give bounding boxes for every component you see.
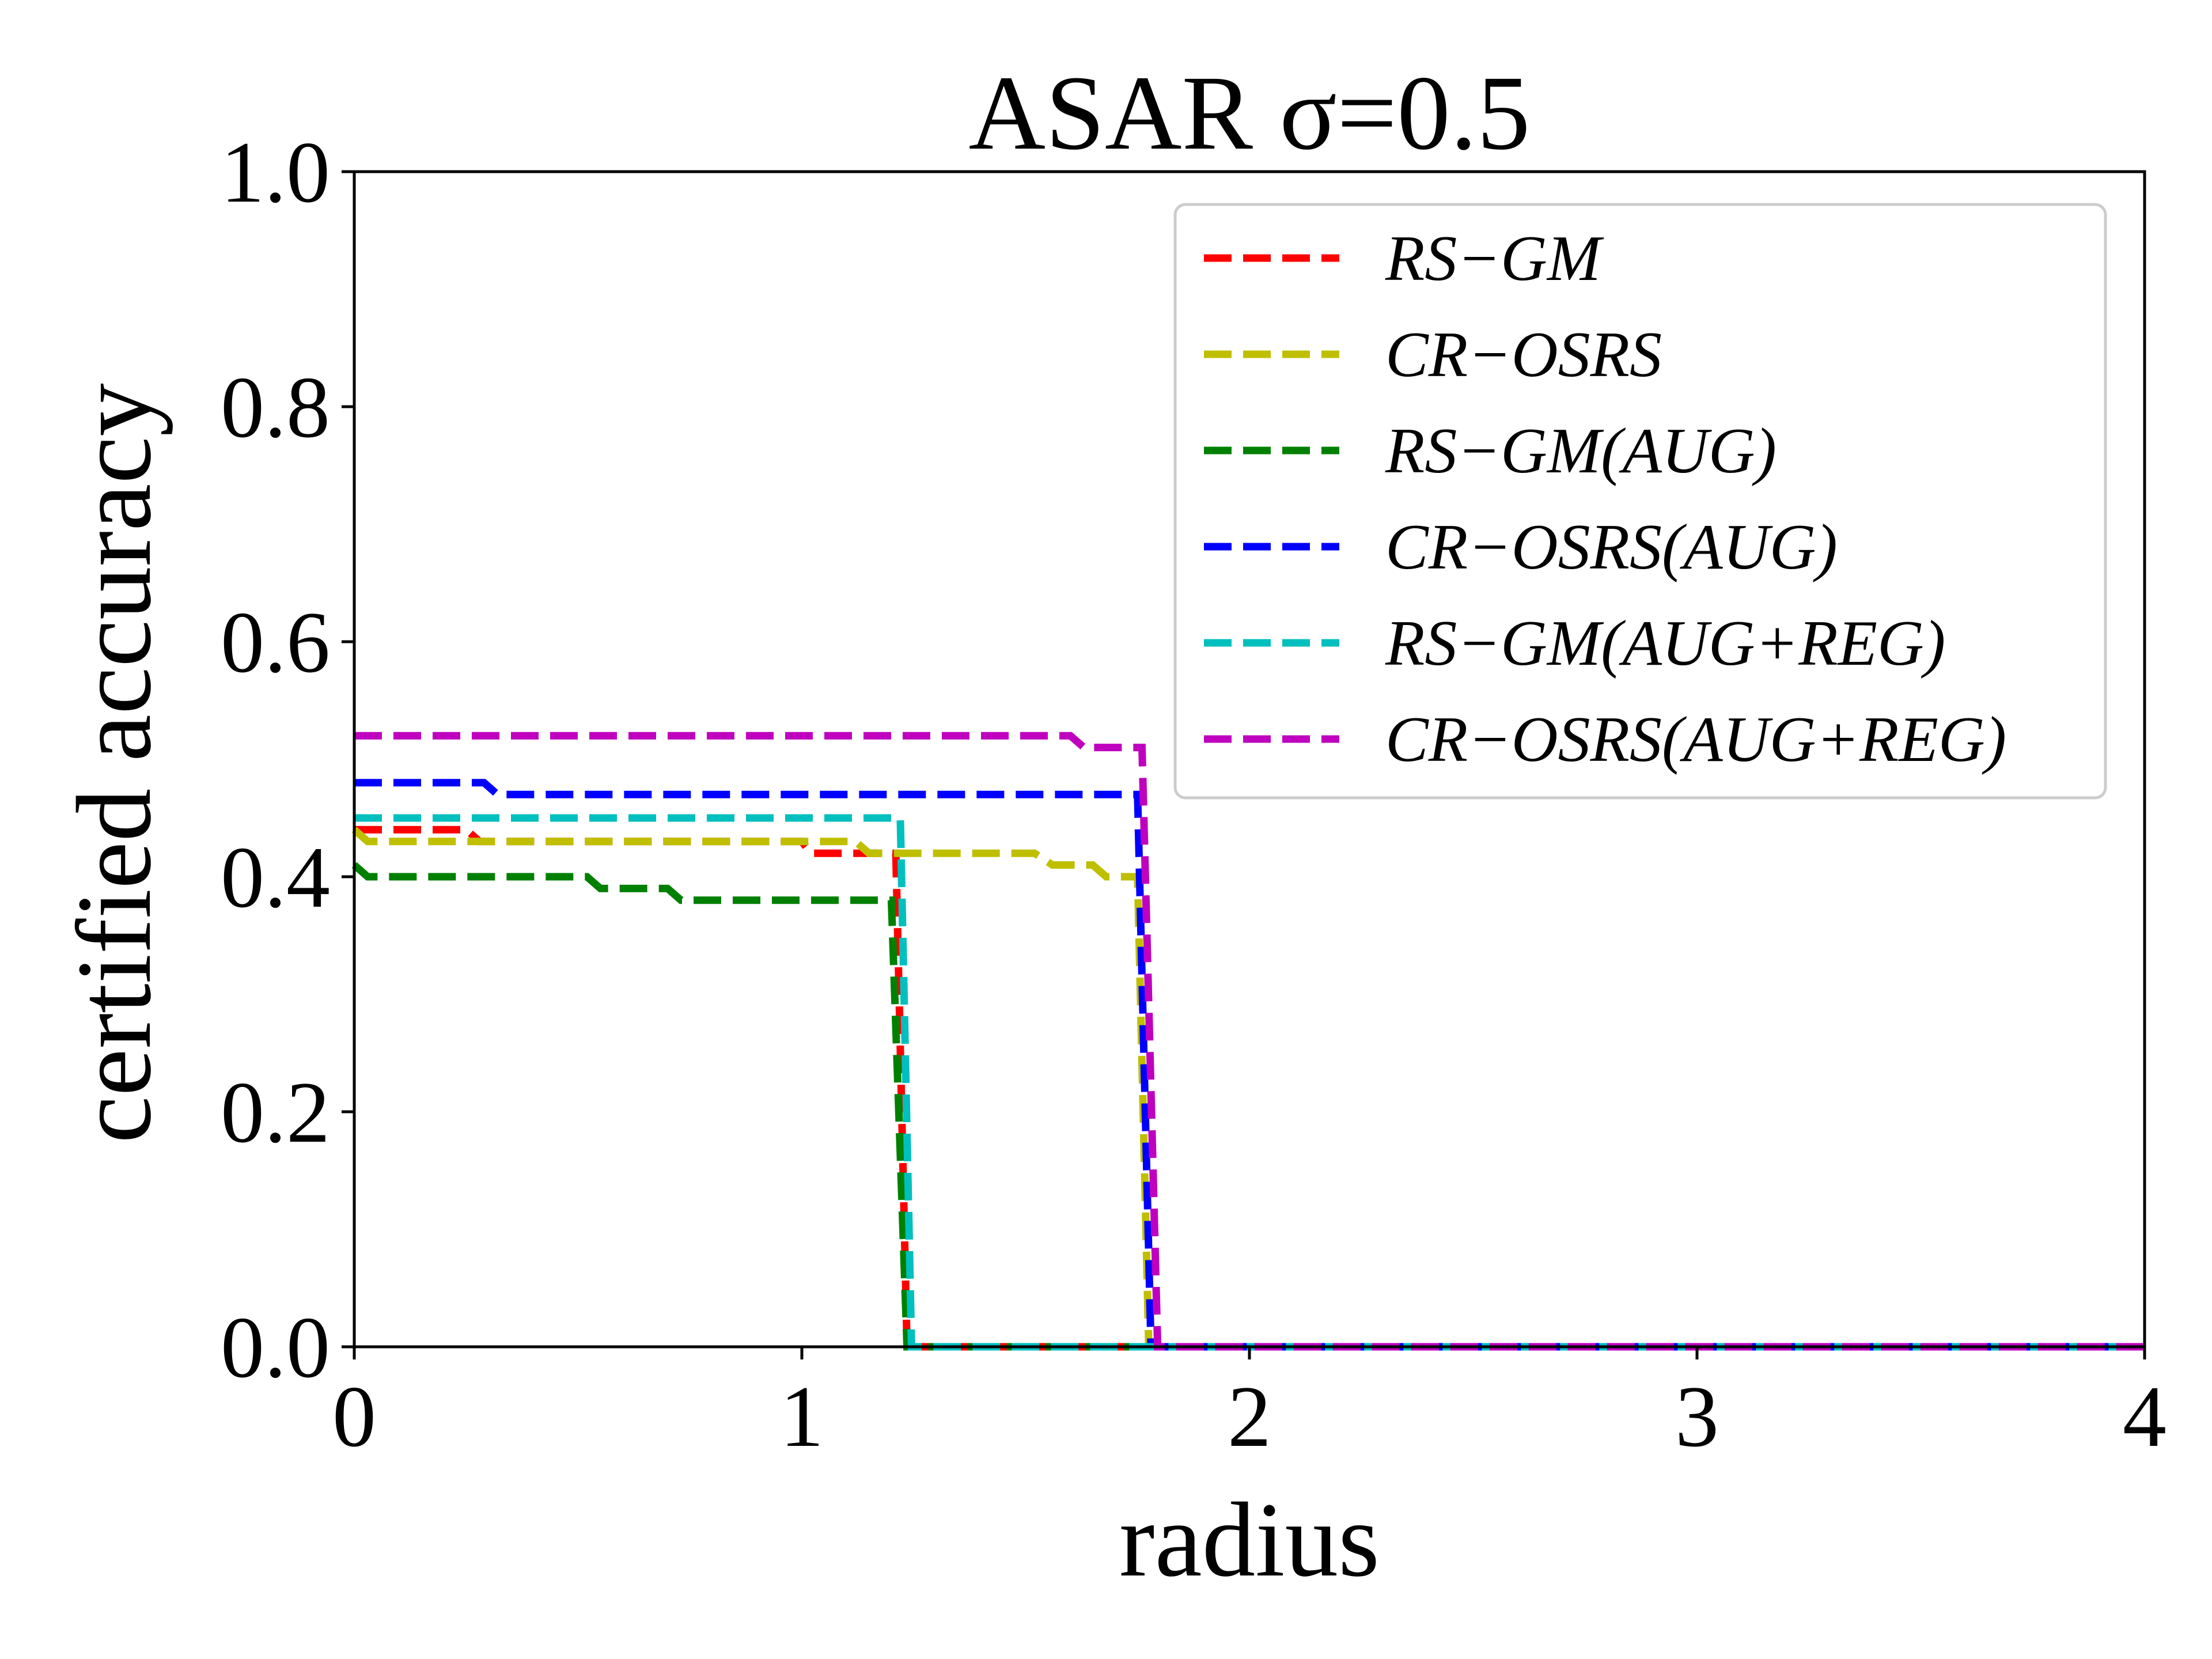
chart-title-text: ASAR σ=0.5 bbox=[968, 54, 1530, 172]
legend-label-0: RS−GM bbox=[1385, 223, 1604, 294]
series-line-2 bbox=[351, 862, 2145, 1351]
x-tick-label: 0 bbox=[332, 1368, 376, 1465]
series-line-0 bbox=[354, 825, 2145, 1351]
y-tick-label: 0.8 bbox=[221, 359, 330, 456]
x-axis-label: radius bbox=[1119, 1481, 1380, 1599]
y-tick-label: 0.6 bbox=[221, 594, 330, 691]
legend-box bbox=[1173, 203, 2107, 800]
y-tick-label: 0.4 bbox=[221, 829, 330, 926]
x-tick-label: 4 bbox=[2123, 1368, 2166, 1465]
series-line-3 bbox=[354, 779, 2145, 1351]
series-line-5 bbox=[354, 732, 2145, 1351]
axes: 0 1 2 3 4 0.0 0.2 0.4 0.6 0.8 1.0 bbox=[221, 124, 2166, 1465]
legend-label-1: CR−OSRS bbox=[1385, 319, 1662, 391]
series-line-4 bbox=[354, 814, 2145, 1351]
legend-label-3: CR−OSRS(AUG) bbox=[1385, 512, 1838, 583]
x-tick-label: 2 bbox=[1228, 1368, 1271, 1465]
y-axis-label: certified accuracy bbox=[55, 383, 173, 1143]
x-tick-label: 1 bbox=[780, 1368, 824, 1465]
plot-area bbox=[351, 732, 2145, 1351]
series-line-1 bbox=[351, 827, 2145, 1351]
legend-label-5: CR−OSRS(AUG+REG) bbox=[1385, 704, 2006, 775]
legend: RS−GM CR−OSRS RS−GM(AUG) CR−OSRS(AUG) RS−GM(… bbox=[1173, 203, 2107, 800]
x-tick-label: 3 bbox=[1675, 1368, 1719, 1465]
legend-label-4: RS−GM(AUG+REG) bbox=[1385, 608, 1945, 679]
y-tick-label: 0.2 bbox=[221, 1064, 330, 1161]
legend-label-2: RS−GM(AUG) bbox=[1385, 415, 1777, 487]
chart-title: ASAR σ=0.5 bbox=[968, 54, 1530, 172]
y-tick-label: 0.0 bbox=[221, 1299, 330, 1396]
y-tick-label: 1.0 bbox=[221, 124, 330, 221]
